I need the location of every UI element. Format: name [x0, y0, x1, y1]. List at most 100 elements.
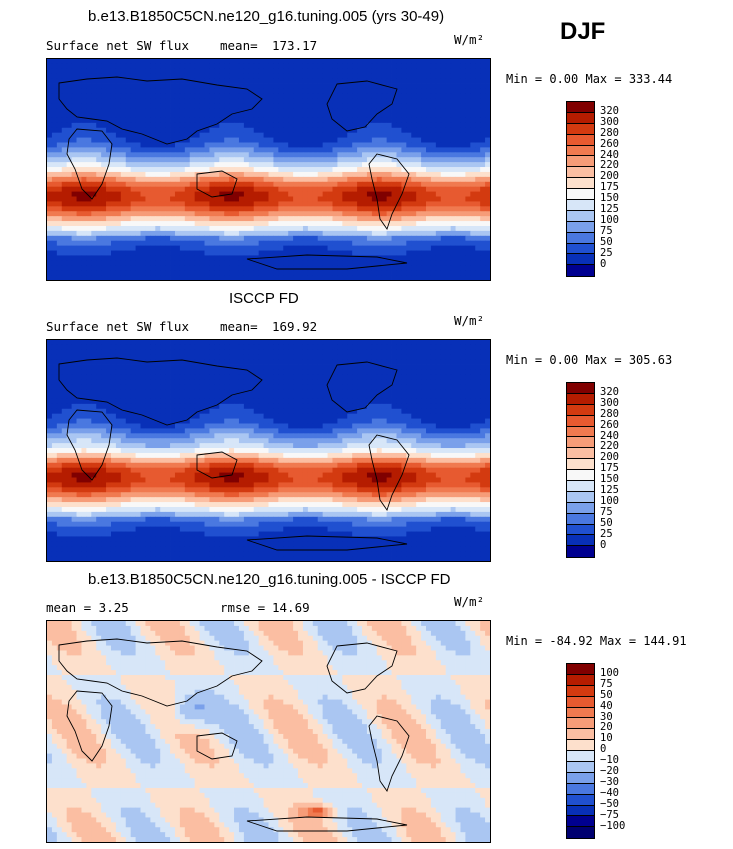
- field-cell: [243, 191, 250, 197]
- field-cell: [86, 162, 92, 168]
- field-cell: [125, 191, 132, 197]
- field-cell: [430, 235, 437, 242]
- field-cell: [470, 167, 476, 173]
- field-cell: [302, 359, 309, 365]
- field-cell: [322, 93, 328, 99]
- field-cell: [135, 359, 141, 365]
- field-cell: [430, 186, 437, 192]
- field-cell: [184, 216, 191, 222]
- field-cell: [199, 73, 205, 80]
- field-cell: [243, 132, 250, 138]
- field-cell: [440, 137, 447, 143]
- field-cell: [401, 265, 407, 271]
- field-cell: [199, 265, 205, 271]
- field-cell: [283, 152, 289, 158]
- field-cell: [376, 78, 383, 84]
- field-cell: [435, 230, 442, 237]
- field-cell: [322, 152, 328, 158]
- field-cell: [76, 206, 82, 212]
- field-cell: [357, 191, 363, 197]
- field-cell: [106, 364, 112, 370]
- field-cell: [317, 349, 324, 356]
- field-cell: [125, 88, 132, 94]
- field-cell: [273, 113, 279, 119]
- field-cell: [342, 260, 348, 266]
- field-cell: [450, 152, 456, 158]
- field-cell: [455, 196, 461, 202]
- field-cell: [293, 191, 299, 197]
- field-cell: [386, 113, 392, 119]
- field-cell: [416, 88, 422, 94]
- field-cell: [312, 59, 319, 65]
- field-cell: [288, 255, 294, 261]
- field-cell: [376, 117, 383, 124]
- field-cell: [248, 137, 255, 143]
- field-cell: [401, 384, 407, 390]
- field-cell: [234, 113, 240, 119]
- field-cell: [150, 230, 156, 237]
- field-cell: [327, 181, 333, 188]
- field-cell: [130, 103, 136, 109]
- field-cell: [485, 240, 490, 247]
- field-cell: [406, 344, 412, 351]
- field-cell: [150, 270, 156, 276]
- field-cell: [430, 379, 437, 385]
- field-cell: [101, 147, 107, 153]
- field-cell: [426, 171, 432, 178]
- field-cell: [386, 206, 392, 212]
- field-cell: [258, 132, 264, 138]
- field-cell: [401, 98, 407, 104]
- field-cell: [406, 275, 412, 280]
- field-cell: [150, 73, 156, 80]
- field-cell: [199, 68, 205, 75]
- field-cell: [101, 122, 107, 129]
- field-cell: [130, 374, 136, 380]
- field-cell: [317, 221, 324, 227]
- field-cell: [209, 63, 215, 70]
- field-cell: [71, 88, 77, 94]
- field-cell: [430, 359, 437, 365]
- field-cell: [435, 108, 442, 114]
- field-cell: [401, 167, 407, 173]
- field-cell: [243, 349, 250, 356]
- field-cell: [455, 83, 461, 89]
- field-cell: [120, 359, 127, 365]
- field-cell: [47, 206, 53, 212]
- field-cell: [56, 270, 63, 276]
- field-cell: [165, 216, 171, 222]
- field-cell: [352, 132, 358, 138]
- colorbar-tick-label: 200: [600, 170, 619, 183]
- field-cell: [312, 359, 319, 365]
- field-cell: [155, 73, 161, 80]
- field-cell: [352, 117, 358, 124]
- field-cell: [435, 103, 442, 109]
- field-cell: [234, 349, 240, 356]
- field-cell: [465, 162, 471, 168]
- field-cell: [234, 354, 240, 361]
- field-cell: [125, 354, 132, 361]
- field-cell: [101, 196, 107, 202]
- field-cell: [475, 162, 481, 168]
- field-cell: [106, 167, 112, 173]
- field-cell: [302, 211, 309, 217]
- field-cell: [189, 275, 196, 280]
- field-cell: [253, 216, 260, 222]
- field-cell: [155, 349, 161, 356]
- field-cell: [160, 211, 166, 217]
- field-cell: [475, 117, 481, 124]
- field-cell: [278, 122, 284, 129]
- field-cell: [283, 162, 289, 168]
- field-cell: [155, 201, 161, 207]
- field-cell: [106, 206, 112, 212]
- field-cell: [435, 221, 442, 227]
- field-cell: [406, 157, 412, 163]
- field-cell: [445, 240, 452, 247]
- field-cell: [76, 167, 82, 173]
- field-cell: [165, 171, 171, 178]
- field-cell: [155, 83, 161, 89]
- field-cell: [426, 176, 432, 183]
- field-cell: [135, 108, 141, 114]
- field-cell: [322, 265, 328, 271]
- field-cell: [115, 379, 122, 385]
- field-cell: [86, 167, 92, 173]
